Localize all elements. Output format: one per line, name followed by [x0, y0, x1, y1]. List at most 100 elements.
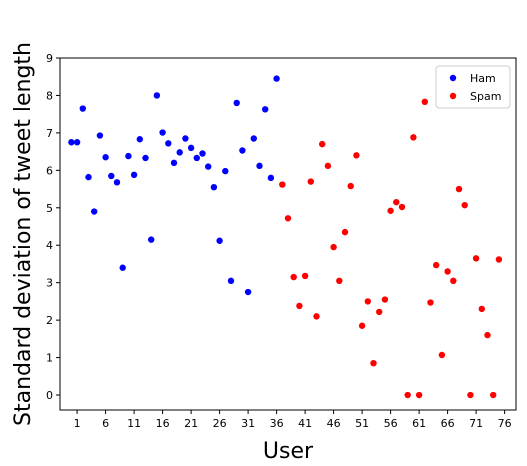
spam-point: [495, 256, 503, 263]
spam-point: [364, 298, 371, 305]
spam-point: [393, 198, 400, 206]
x-tick-label: 71: [469, 417, 483, 430]
ham-point: [187, 144, 195, 152]
x-tick-label: 6: [102, 417, 109, 430]
spam-point: [478, 305, 485, 313]
spam-point: [313, 313, 320, 320]
y-tick-label: 3: [46, 277, 53, 290]
ham-point: [222, 167, 229, 175]
data-points: [68, 75, 503, 399]
x-tick-label: 76: [498, 417, 512, 430]
y-tick-label: 6: [46, 164, 53, 177]
spam-point: [319, 140, 326, 148]
legend-marker: [449, 74, 457, 82]
ham-point: [267, 174, 275, 182]
plot-area: [59, 57, 517, 411]
spam-point: [347, 182, 354, 190]
ham-point: [113, 179, 121, 186]
ham-point: [136, 136, 143, 143]
ham-point: [159, 129, 166, 136]
ham-point: [216, 237, 223, 244]
legend: Ham Spam: [435, 65, 511, 109]
ham-point: [273, 75, 280, 82]
y-tick-label: 7: [46, 127, 53, 140]
x-tick-label: 61: [412, 417, 426, 430]
spam-point: [415, 391, 423, 399]
spam-point: [301, 272, 309, 280]
spam-point: [376, 308, 383, 316]
ham-point: [262, 106, 269, 113]
ham-point: [244, 288, 252, 296]
spam-point: [358, 322, 366, 329]
ham-point: [148, 236, 155, 243]
spam-point: [404, 391, 411, 399]
x-tick-label: 16: [156, 417, 170, 430]
spam-point: [353, 152, 360, 159]
x-tick-label: 26: [213, 417, 227, 430]
ham-point: [170, 159, 178, 167]
ham-point: [239, 147, 246, 154]
spam-point: [410, 134, 417, 141]
ham-point: [250, 135, 257, 142]
spam-point: [387, 207, 394, 214]
ham-point: [119, 264, 126, 271]
x-tick-label: 51: [355, 417, 369, 430]
x-tick-label: 66: [441, 417, 455, 430]
x-tick-label: 11: [127, 417, 141, 430]
ham-point: [165, 140, 172, 147]
spam-point: [307, 178, 314, 185]
spam-point: [490, 391, 497, 399]
ham-point: [182, 135, 189, 142]
ham-point: [193, 154, 200, 162]
y-tick-label: 4: [46, 239, 53, 252]
ham-point: [205, 163, 212, 170]
y-axis-label: Standard deviation of tweet length: [11, 42, 36, 426]
spam-point: [421, 98, 428, 106]
y-tick-label: 9: [46, 52, 53, 65]
x-axis-label: User: [263, 439, 314, 464]
spam-point: [341, 228, 349, 236]
legend-entry: Ham: [470, 72, 496, 85]
x-tick-label: 31: [241, 417, 255, 430]
spam-point: [461, 201, 468, 209]
ham-point: [85, 173, 92, 181]
ham-point: [68, 139, 75, 146]
spam-point: [279, 181, 286, 188]
x-tick-label: 36: [270, 417, 284, 430]
ham-point: [79, 105, 87, 112]
spam-point: [398, 203, 406, 211]
legend-marker: [449, 92, 457, 100]
ham-point: [108, 172, 115, 180]
x-axis-ticks: 1 6 11 16 21 26 31 36 41 46 51 56 61 66 71 76: [74, 410, 512, 430]
spam-point: [427, 299, 434, 306]
x-tick-label: 46: [327, 417, 341, 430]
ham-point: [102, 154, 109, 161]
x-tick-label: 56: [384, 417, 398, 430]
spam-point: [472, 255, 480, 262]
ham-point: [73, 139, 81, 146]
spam-point: [324, 162, 332, 170]
y-tick-label: 5: [46, 202, 53, 215]
spam-point: [296, 302, 303, 310]
y-tick-label: 0: [46, 389, 53, 402]
x-tick-label: 21: [184, 417, 198, 430]
y-tick-label: 2: [46, 314, 53, 327]
ham-point: [91, 208, 98, 215]
ham-point: [130, 171, 138, 179]
y-tick-label: 1: [46, 352, 53, 365]
ham-point: [199, 150, 206, 157]
ham-point: [125, 152, 132, 160]
spam-point: [455, 185, 463, 193]
ham-point: [256, 162, 263, 170]
y-tick-label: 8: [46, 89, 53, 102]
spam-point: [290, 273, 297, 281]
spam-point: [444, 268, 451, 275]
ham-point: [176, 149, 183, 156]
ham-point: [227, 277, 235, 285]
ham-point: [233, 99, 240, 107]
spam-point: [330, 243, 337, 251]
spam-point: [284, 215, 292, 222]
spam-point: [381, 296, 389, 303]
spam-point: [438, 351, 446, 359]
ham-point: [210, 183, 218, 191]
